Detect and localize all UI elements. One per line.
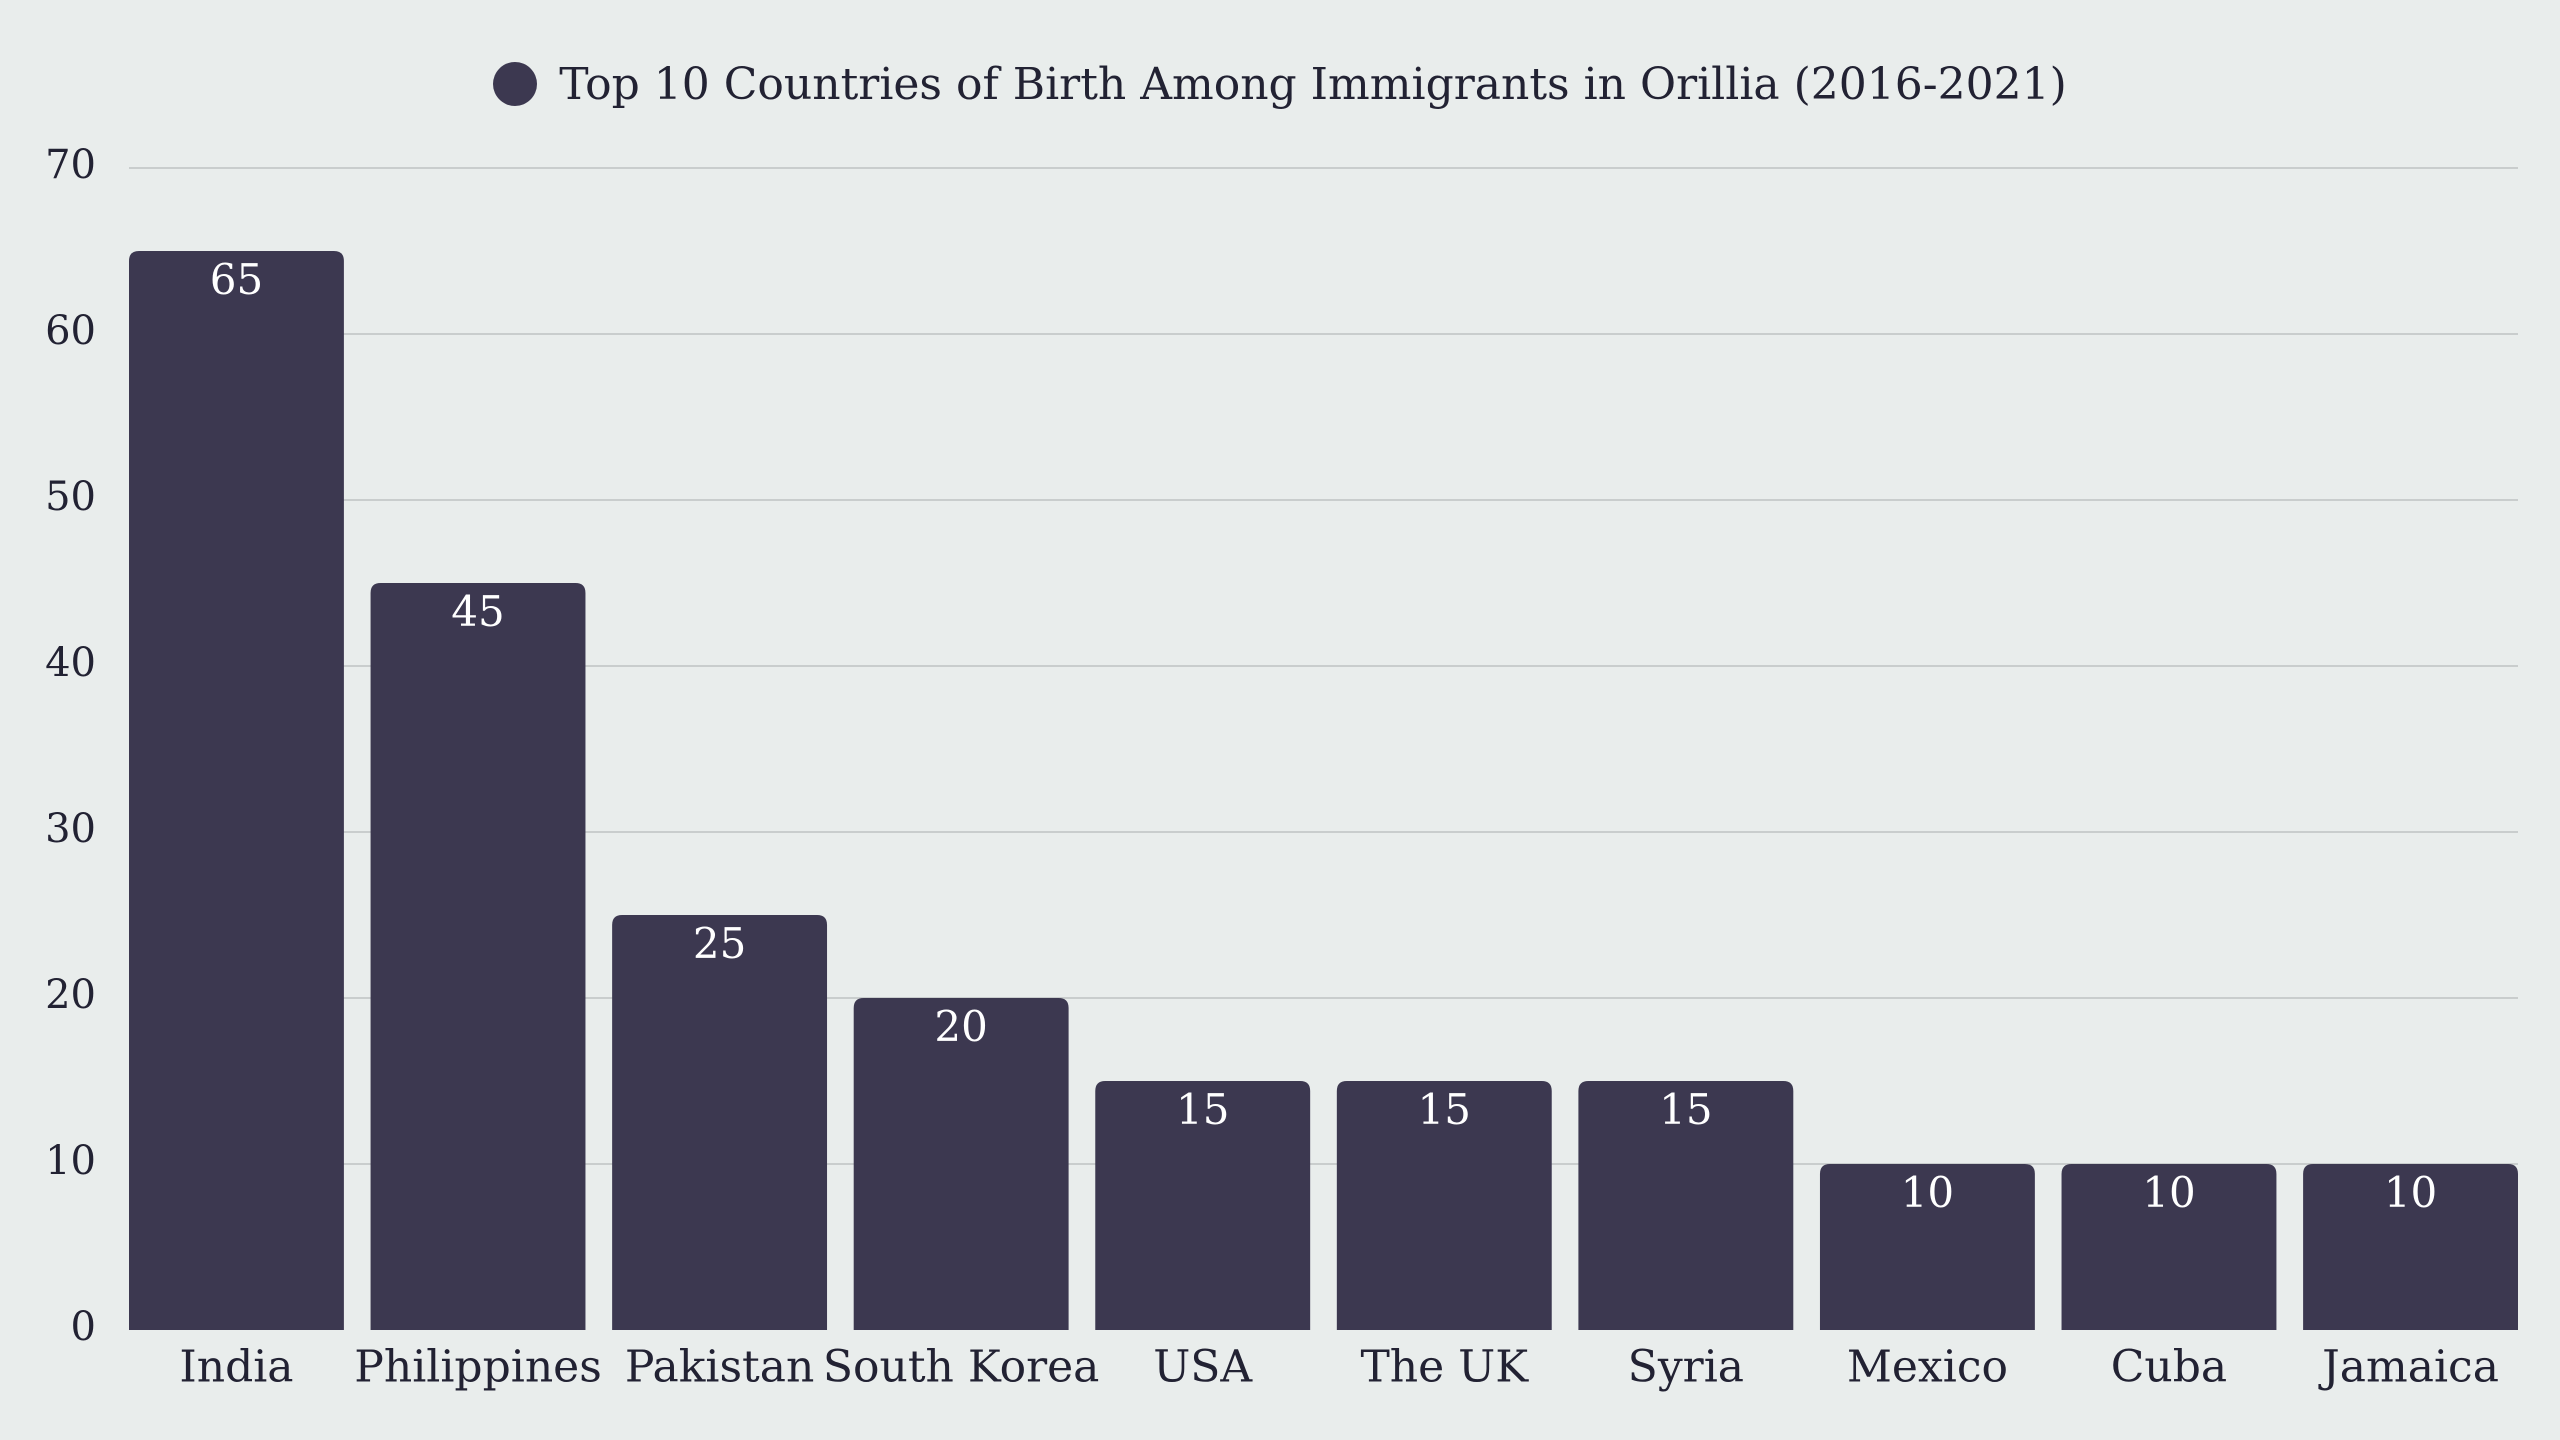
data-label: 15 bbox=[1176, 1085, 1229, 1134]
bar-cuba bbox=[2061, 1164, 2277, 1330]
legend-label: Top 10 Countries of Birth Among Immigran… bbox=[559, 58, 2067, 110]
x-tick-label: Philippines bbox=[354, 1342, 602, 1393]
bar-india bbox=[129, 251, 344, 1330]
y-tick-label: 70 bbox=[45, 142, 96, 188]
data-label: 25 bbox=[693, 919, 746, 968]
x-tick-label: Syria bbox=[1628, 1342, 1744, 1393]
x-tick-label: USA bbox=[1153, 1342, 1253, 1393]
data-label: 45 bbox=[451, 587, 504, 636]
x-tick-label: India bbox=[179, 1342, 293, 1393]
y-tick-label: 50 bbox=[45, 474, 96, 520]
legend-swatch bbox=[493, 62, 538, 106]
y-tick-label: 40 bbox=[45, 640, 96, 686]
x-tick-label: South Korea bbox=[823, 1342, 1099, 1393]
data-label: 15 bbox=[1418, 1085, 1471, 1134]
bar-the-uk bbox=[1336, 1081, 1552, 1330]
y-tick-label: 20 bbox=[45, 972, 96, 1018]
bar-south-korea bbox=[853, 998, 1069, 1330]
x-tick-label: Pakistan bbox=[625, 1342, 814, 1393]
data-label: 15 bbox=[1659, 1085, 1712, 1134]
x-axis-ticks: India Philippines Pakistan South Korea USA Th… bbox=[179, 1342, 2499, 1393]
x-tick-label: Jamaica bbox=[2318, 1342, 2499, 1393]
bar-usa bbox=[1095, 1081, 1311, 1330]
data-label: 10 bbox=[2142, 1168, 2195, 1217]
x-tick-label: Cuba bbox=[2111, 1342, 2227, 1393]
legend: Top 10 Countries of Birth Among Immigran… bbox=[0, 52, 2560, 116]
data-labels: 65 45 25 20 15 15 15 10 10 10 bbox=[210, 255, 2438, 1217]
data-label: 10 bbox=[2384, 1168, 2437, 1217]
bars bbox=[129, 251, 2518, 1330]
data-label: 20 bbox=[934, 1002, 987, 1051]
x-tick-label: The UK bbox=[1360, 1342, 1529, 1393]
y-tick-label: 10 bbox=[45, 1138, 96, 1184]
bar-philippines bbox=[370, 583, 586, 1330]
y-axis-ticks: 0 10 20 30 40 50 60 70 bbox=[45, 142, 96, 1350]
bar-syria bbox=[1578, 1081, 1794, 1330]
y-tick-label: 0 bbox=[71, 1304, 96, 1350]
bar-pakistan bbox=[612, 915, 828, 1330]
data-label: 10 bbox=[1901, 1168, 1954, 1217]
bar-jamaica bbox=[2303, 1164, 2518, 1330]
data-label: 65 bbox=[210, 255, 263, 304]
bar-mexico bbox=[1819, 1164, 2035, 1330]
x-tick-label: Mexico bbox=[1847, 1342, 2008, 1393]
y-tick-label: 30 bbox=[45, 806, 96, 852]
y-tick-label: 60 bbox=[45, 308, 96, 354]
